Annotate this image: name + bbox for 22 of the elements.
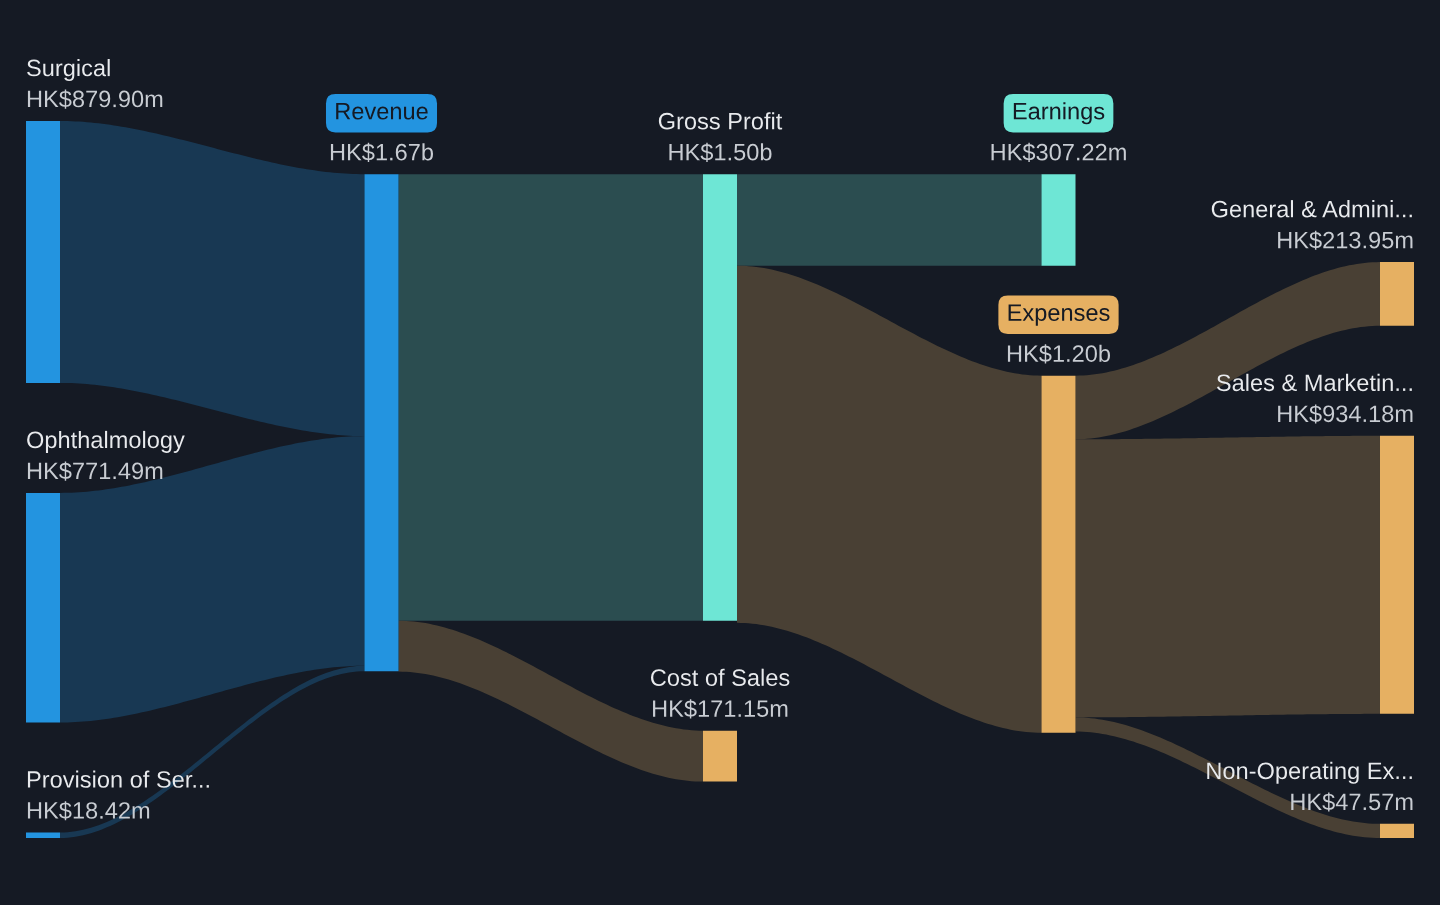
category-label: General & Admini... (1211, 200, 1412, 218)
data-label: HK$1.50b (669, 142, 772, 162)
data-label: HK$771.49m (27, 461, 163, 481)
data-label: HK$171.15m (653, 699, 788, 719)
data-label: HK$879.90m (27, 89, 163, 109)
category-label: Revenue (336, 103, 428, 120)
category-label: Earnings (1013, 102, 1105, 125)
category-label: Surgical (27, 58, 110, 81)
data-label: HK$1.20b (1007, 344, 1111, 364)
category-label: Non-Operating Ex... (1207, 761, 1412, 784)
data-label: HK$213.95m (1278, 230, 1413, 250)
data-label: HK$934.18m (1278, 404, 1413, 424)
category-label: Provision of Ser... (27, 770, 209, 788)
category-label: Gross Profit (658, 112, 783, 130)
data-label: HK$47.57m (1291, 792, 1413, 812)
data-label: HK$1.67b (330, 142, 434, 162)
category-label: Sales & Marketin... (1216, 373, 1412, 392)
category-label: Cost of Sales (650, 668, 790, 687)
category-label: Expenses (1008, 304, 1110, 326)
data-label: HK$18.42m (27, 801, 150, 821)
category-label: Ophthalmology (27, 430, 185, 453)
data-label: HK$307.22m (991, 142, 1126, 162)
